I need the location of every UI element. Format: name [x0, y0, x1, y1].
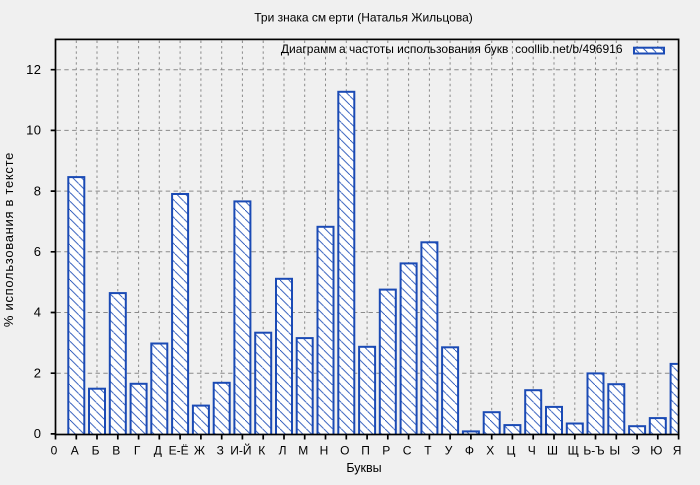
svg-text:П: П — [361, 444, 370, 458]
svg-text:0: 0 — [34, 426, 42, 441]
svg-text:У: У — [445, 444, 453, 458]
svg-text:Р: Р — [382, 444, 390, 458]
svg-text:Ю: Ю — [650, 444, 662, 458]
svg-text:А: А — [71, 444, 79, 458]
svg-text:Буквы: Буквы — [346, 461, 381, 475]
svg-text:З: З — [217, 444, 224, 458]
svg-text:Ь-Ъ: Ь-Ъ — [583, 444, 604, 458]
svg-text:2: 2 — [34, 365, 42, 380]
svg-text:К: К — [258, 444, 265, 458]
svg-text:Т: Т — [424, 444, 432, 458]
svg-text:Д: Д — [154, 444, 162, 458]
svg-text:В: В — [112, 444, 120, 458]
svg-text:8: 8 — [34, 183, 42, 198]
svg-text:С: С — [403, 444, 412, 458]
svg-text:Ч: Ч — [528, 444, 536, 458]
svg-text:Ы: Ы — [609, 444, 620, 458]
svg-text:Н: Н — [320, 444, 329, 458]
svg-text:Ж: Ж — [194, 444, 205, 458]
svg-text:Щ: Щ — [568, 444, 579, 458]
svg-text:4: 4 — [34, 305, 42, 320]
svg-text:10: 10 — [26, 123, 41, 138]
svg-text:О: О — [340, 444, 349, 458]
svg-text:0: 0 — [51, 444, 58, 458]
svg-text:Х: Х — [486, 444, 494, 458]
svg-text:Три знака см ерти (Наталья Жил: Три знака см ерти (Наталья Жильцова) — [254, 11, 473, 25]
svg-text:М: М — [298, 444, 308, 458]
svg-text:Ф: Ф — [465, 444, 474, 458]
svg-text:% использования в тексте: % использования в тексте — [1, 152, 16, 327]
svg-text:12: 12 — [26, 62, 41, 77]
svg-text:Е-Ё: Е-Ё — [169, 444, 189, 458]
svg-text:Г: Г — [134, 444, 141, 458]
svg-text:Л: Л — [279, 444, 287, 458]
svg-text:6: 6 — [34, 244, 42, 259]
svg-text:Б: Б — [92, 444, 100, 458]
svg-text:И-Й: И-Й — [230, 443, 251, 458]
svg-text:Ш: Ш — [547, 444, 558, 458]
svg-text:Я: Я — [673, 444, 682, 458]
svg-text:Диаграмм а частоты использован: Диаграмм а частоты использования букв co… — [281, 42, 623, 56]
svg-text:Ц: Ц — [506, 444, 515, 458]
svg-text:Э: Э — [631, 444, 640, 458]
